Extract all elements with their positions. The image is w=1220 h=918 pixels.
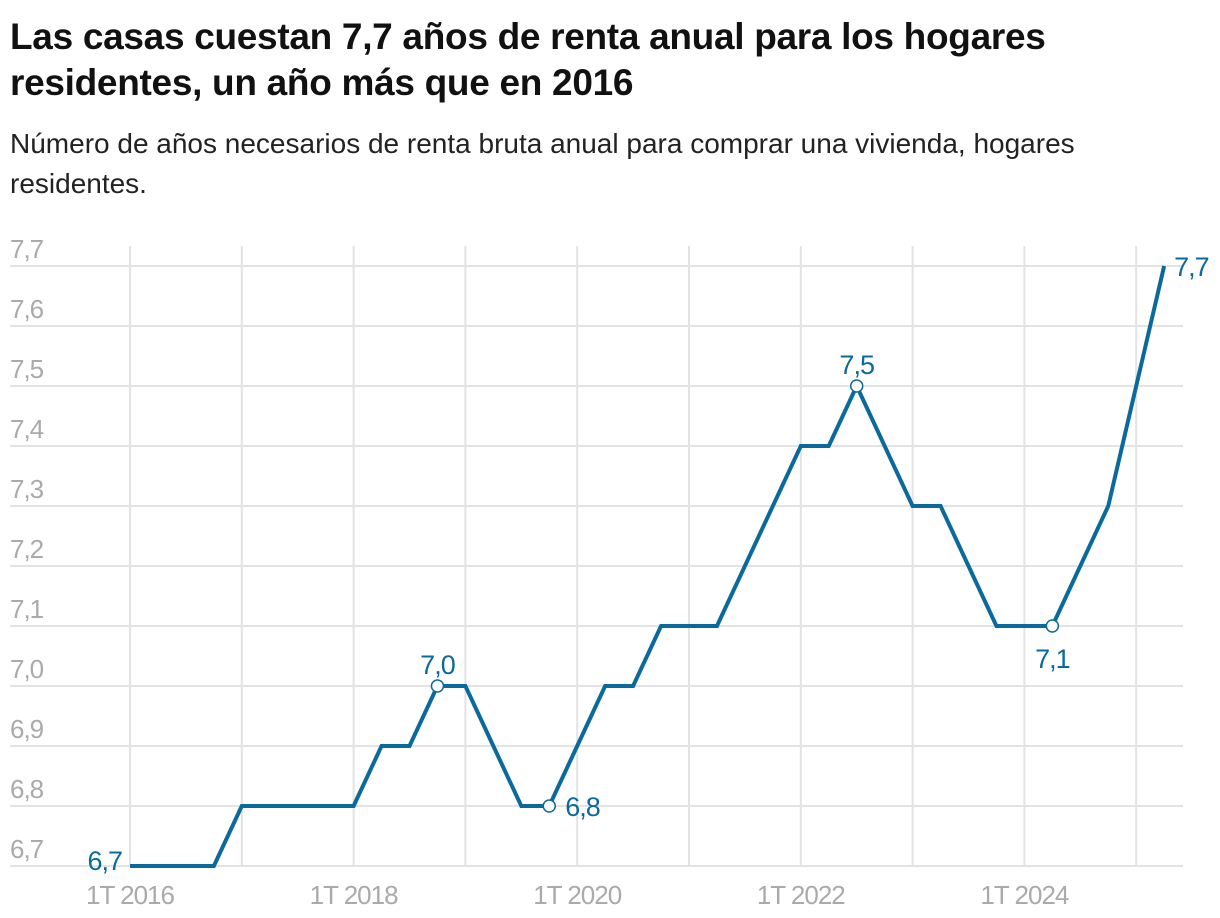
y-tick-label: 7,6: [10, 294, 44, 324]
x-tick-label: 1T 2022: [757, 880, 845, 910]
x-tick-label: 1T 2016: [86, 880, 174, 910]
data-label: 6,7: [87, 846, 122, 876]
annotation-marker: [542, 799, 556, 813]
y-tick-label: 7,4: [10, 414, 44, 444]
x-tick-label: 1T 2020: [533, 880, 621, 910]
annotation-marker: [430, 679, 445, 693]
annotation-marker: [1045, 619, 1060, 633]
chart-title: Las casas cuestan 7,7 años de renta anua…: [10, 16, 1046, 103]
y-tick-label: 7,3: [10, 474, 44, 504]
y-tick-label: 6,7: [10, 834, 44, 864]
y-tick-label: 7,0: [10, 654, 44, 684]
annotation-marker: [849, 379, 864, 393]
y-tick-label: 7,7: [10, 234, 44, 264]
data-label: 6,8: [565, 792, 600, 822]
data-label: 7,5: [839, 350, 874, 380]
x-tick-label: 1T 2024: [980, 880, 1068, 910]
data-label: 7,7: [1174, 252, 1209, 282]
y-tick-label: 6,8: [10, 774, 44, 804]
chart-subtitle: Número de años necesarios de renta bruta…: [10, 128, 1075, 199]
data-label: 7,0: [420, 650, 455, 680]
y-tick-label: 7,1: [10, 594, 44, 624]
y-tick-label: 6,9: [10, 714, 44, 744]
series-line: [130, 265, 1167, 868]
y-tick-label: 7,2: [10, 534, 44, 564]
y-tick-label: 7,5: [10, 354, 44, 384]
data-label: 7,1: [1035, 644, 1070, 674]
x-tick-label: 1T 2018: [310, 880, 398, 910]
